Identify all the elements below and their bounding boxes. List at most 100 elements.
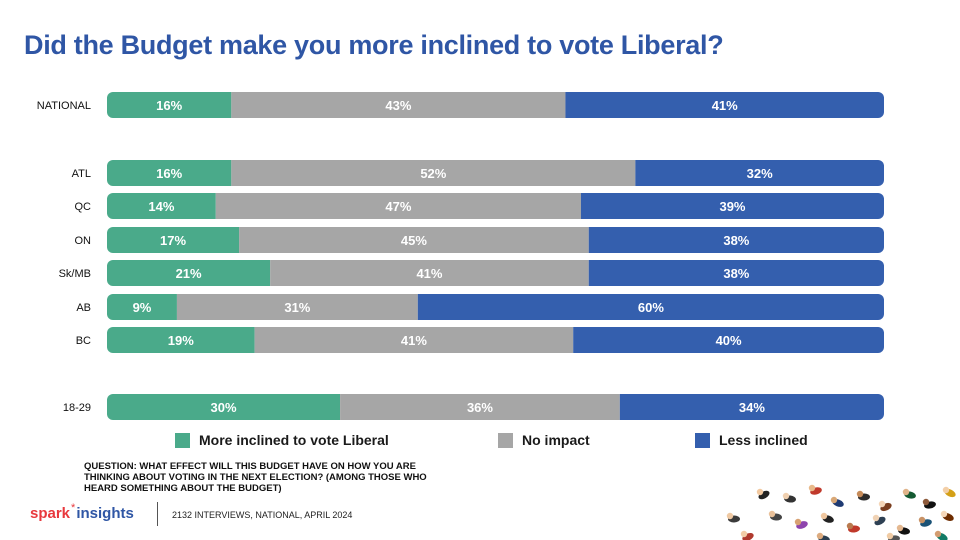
data-label-ab-2: 60% bbox=[638, 300, 664, 315]
crowd-person-icon bbox=[726, 512, 740, 523]
bar-segment-on-1 bbox=[239, 227, 589, 253]
legend-label-no-impact: No impact bbox=[522, 432, 590, 448]
crowd-person-icon bbox=[756, 488, 770, 500]
category-label-18-29: 18-29 bbox=[63, 402, 91, 414]
crowd-person-icon bbox=[856, 490, 870, 501]
bar-row-national bbox=[107, 92, 884, 118]
bar-row-qc bbox=[107, 193, 884, 219]
bar-row-on bbox=[107, 227, 884, 253]
category-label-qc: QC bbox=[75, 201, 92, 213]
crowd-person-icon bbox=[886, 532, 900, 540]
stacked-bar-chart: NATIONAL 16% 43% 41% ATL 16% 52% 32% QC 14% 47% 39%… bbox=[37, 92, 884, 420]
bar-segment-on-2 bbox=[588, 227, 884, 253]
data-label-bc-0: 19% bbox=[168, 333, 194, 348]
crowd-person-icon bbox=[740, 530, 754, 540]
bar-segment-sk-mb-1 bbox=[270, 260, 589, 286]
bar-segment-qc-0 bbox=[107, 193, 216, 219]
bar-segment-atl-1 bbox=[231, 160, 636, 186]
data-label-18-29-1: 36% bbox=[467, 400, 493, 415]
legend-label-more-inclined: More inclined to vote Liberal bbox=[199, 432, 389, 448]
data-label-18-29-0: 30% bbox=[211, 400, 237, 415]
data-label-atl-2: 32% bbox=[747, 166, 773, 181]
data-label-sk-mb-2: 38% bbox=[723, 266, 749, 281]
legend: More inclined to vote Liberal No impact … bbox=[0, 432, 960, 452]
data-label-18-29-2: 34% bbox=[739, 400, 765, 415]
data-label-on-2: 38% bbox=[723, 233, 749, 248]
data-label-sk-mb-1: 41% bbox=[416, 266, 442, 281]
bar-segment-sk-mb-0 bbox=[107, 260, 271, 286]
bar-segment-bc-2 bbox=[573, 327, 884, 353]
crowd-person-icon bbox=[922, 498, 936, 509]
bar-segment-ab-1 bbox=[176, 294, 418, 320]
crowd-person-icon bbox=[896, 524, 910, 535]
legend-item-no-impact: No impact bbox=[498, 432, 590, 448]
question-text: QUESTION: WHAT EFFECT WILL THIS BUDGET H… bbox=[84, 461, 427, 494]
bar-segment-national-0 bbox=[107, 92, 232, 118]
crowd-person-icon bbox=[902, 488, 916, 499]
brand-logo: spark * insights bbox=[30, 502, 134, 522]
chart-title: Did the Budget make you more inclined to… bbox=[24, 30, 724, 60]
bar-segment-national-2 bbox=[565, 92, 884, 118]
crowd-person-icon bbox=[820, 512, 834, 523]
crowd-person-icon bbox=[782, 492, 796, 503]
data-label-qc-1: 47% bbox=[385, 199, 411, 214]
bar-row-bc bbox=[107, 327, 884, 353]
crowd-person-icon bbox=[934, 530, 948, 540]
crowd-illustration bbox=[726, 484, 956, 540]
bar-row-atl bbox=[107, 160, 884, 186]
bar-segment-ab-2 bbox=[417, 294, 884, 320]
bar-segment-qc-2 bbox=[580, 193, 884, 219]
data-label-national-2: 41% bbox=[712, 98, 738, 113]
legend-swatch-less-inclined bbox=[695, 432, 710, 448]
bar-segment-qc-1 bbox=[215, 193, 581, 219]
brand-spark: spark bbox=[30, 505, 71, 522]
data-label-atl-0: 16% bbox=[156, 166, 182, 181]
brand-insights: insights bbox=[76, 505, 134, 522]
footnote: 2132 INTERVIEWS, NATIONAL, APRIL 2024 bbox=[172, 510, 353, 520]
legend-item-less-inclined: Less inclined bbox=[695, 432, 808, 448]
category-label-ab: AB bbox=[76, 302, 91, 314]
bar-segment-ab-0 bbox=[107, 294, 177, 320]
category-label-on: ON bbox=[75, 235, 92, 247]
crowd-person-icon bbox=[816, 532, 830, 540]
crowd-person-icon bbox=[918, 516, 932, 527]
data-label-on-1: 45% bbox=[401, 233, 427, 248]
bar-segment-sk-mb-2 bbox=[588, 260, 884, 286]
crowd-person-icon bbox=[768, 510, 782, 521]
category-label-bc: BC bbox=[76, 335, 91, 347]
legend-label-less-inclined: Less inclined bbox=[719, 432, 808, 448]
data-label-atl-1: 52% bbox=[420, 166, 446, 181]
bar-row-ab bbox=[107, 294, 884, 320]
data-label-qc-2: 39% bbox=[719, 199, 745, 214]
bar-row-sk-mb bbox=[107, 260, 884, 286]
data-label-qc-0: 14% bbox=[148, 199, 174, 214]
bar-segment-18-29-2 bbox=[619, 394, 884, 420]
crowd-person-icon bbox=[942, 486, 956, 498]
data-label-bc-2: 40% bbox=[716, 333, 742, 348]
bar-segment-18-29-1 bbox=[340, 394, 620, 420]
crowd-person-icon bbox=[872, 514, 886, 526]
category-label-sk-mb: Sk/MB bbox=[59, 268, 91, 280]
category-label-national: NATIONAL bbox=[37, 100, 91, 112]
bar-segment-bc-1 bbox=[254, 327, 574, 353]
bar-segment-atl-2 bbox=[635, 160, 884, 186]
data-label-ab-1: 31% bbox=[284, 300, 310, 315]
crowd-person-icon bbox=[940, 510, 954, 521]
bar-segment-18-29-0 bbox=[107, 394, 341, 420]
bar-segment-atl-0 bbox=[107, 160, 232, 186]
brand-star-icon: * bbox=[71, 502, 76, 514]
bar-segment-on-0 bbox=[107, 227, 240, 253]
crowd-person-icon bbox=[794, 518, 808, 529]
data-label-on-0: 17% bbox=[160, 233, 186, 248]
category-label-atl: ATL bbox=[72, 168, 91, 180]
data-label-national-1: 43% bbox=[385, 98, 411, 113]
bar-segment-national-1 bbox=[231, 92, 566, 118]
data-label-national-0: 16% bbox=[156, 98, 182, 113]
legend-swatch-more-inclined bbox=[175, 432, 190, 448]
legend-swatch-no-impact bbox=[498, 432, 513, 448]
crowd-person-icon bbox=[878, 500, 892, 512]
crowd-person-icon bbox=[808, 484, 822, 495]
data-label-bc-1: 41% bbox=[401, 333, 427, 348]
crowd-person-icon bbox=[846, 522, 860, 533]
bar-segment-bc-0 bbox=[107, 327, 255, 353]
